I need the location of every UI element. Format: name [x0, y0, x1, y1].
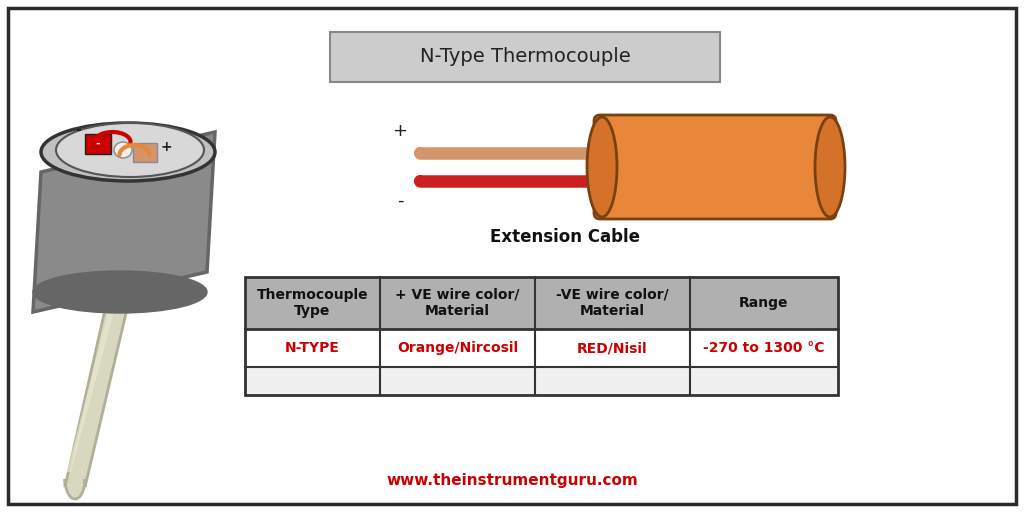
Text: -: -	[396, 192, 403, 210]
Text: Orange/Nircosil: Orange/Nircosil	[397, 341, 518, 355]
Ellipse shape	[41, 123, 215, 181]
Ellipse shape	[815, 117, 845, 217]
Ellipse shape	[114, 142, 132, 158]
Text: Thermocouple
Type: Thermocouple Type	[257, 288, 369, 318]
Text: Extension Cable: Extension Cable	[490, 228, 640, 246]
Text: -: -	[75, 123, 81, 137]
Text: www.theinstrumentguru.com: www.theinstrumentguru.com	[386, 473, 638, 487]
Ellipse shape	[56, 123, 204, 177]
Text: -270 to 1300 °C: -270 to 1300 °C	[703, 341, 824, 355]
Text: + VE wire color/
Material: + VE wire color/ Material	[395, 288, 520, 318]
FancyBboxPatch shape	[594, 115, 836, 219]
Ellipse shape	[414, 147, 426, 159]
FancyBboxPatch shape	[8, 8, 1016, 504]
Polygon shape	[65, 292, 131, 499]
FancyBboxPatch shape	[245, 367, 838, 395]
Ellipse shape	[587, 117, 617, 217]
Text: N-TYPE: N-TYPE	[285, 341, 340, 355]
Text: +: +	[392, 122, 408, 140]
Ellipse shape	[33, 271, 207, 313]
FancyBboxPatch shape	[330, 32, 720, 82]
Polygon shape	[67, 297, 118, 472]
FancyBboxPatch shape	[245, 277, 838, 329]
Text: RED/Nisil: RED/Nisil	[578, 341, 648, 355]
Text: -: -	[95, 139, 100, 149]
Ellipse shape	[414, 175, 426, 187]
Text: Range: Range	[739, 296, 788, 310]
FancyBboxPatch shape	[245, 329, 838, 367]
Text: -VE wire color/
Material: -VE wire color/ Material	[556, 288, 669, 318]
FancyBboxPatch shape	[85, 134, 111, 154]
Polygon shape	[33, 132, 215, 312]
Text: +: +	[160, 140, 172, 154]
FancyBboxPatch shape	[133, 143, 157, 162]
Text: N-Type Thermocouple: N-Type Thermocouple	[420, 48, 631, 67]
